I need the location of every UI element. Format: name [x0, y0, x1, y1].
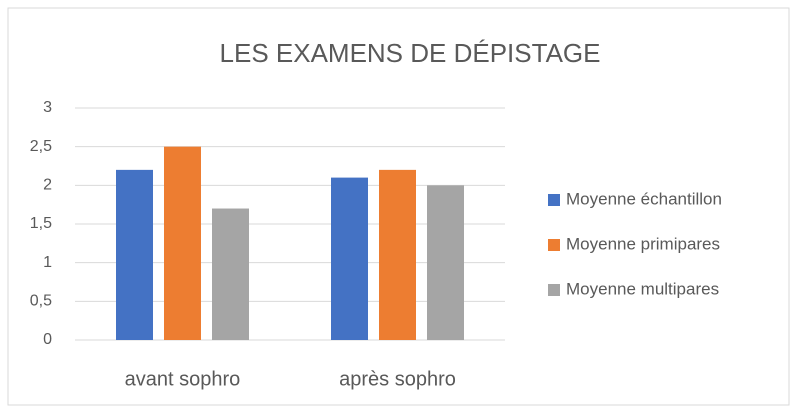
bar [427, 185, 464, 340]
bar [379, 169, 416, 340]
y-tick-label: 2,5 [30, 138, 52, 155]
bar [116, 169, 153, 340]
y-tick-label: 2 [43, 177, 52, 194]
legend-label: Moyenne échantillon [566, 189, 722, 208]
y-tick-label: 3 [43, 99, 52, 116]
legend-swatch [548, 239, 560, 251]
y-tick-label: 0 [43, 331, 52, 348]
chart-title: LES EXAMENS DE DÉPISTAGE [220, 38, 601, 68]
x-tick-label: avant sophro [125, 368, 241, 390]
legend-swatch [548, 284, 560, 296]
bar [331, 177, 368, 340]
bar [212, 208, 249, 340]
y-tick-label: 0,5 [30, 293, 52, 310]
x-tick-label: après sophro [339, 368, 456, 390]
bar [164, 146, 201, 340]
legend-label: Moyenne multipares [566, 279, 719, 298]
y-tick-label: 1,5 [30, 215, 52, 232]
legend-label: Moyenne primipares [566, 234, 720, 253]
y-tick-label: 1 [43, 254, 52, 271]
legend-swatch [548, 194, 560, 206]
